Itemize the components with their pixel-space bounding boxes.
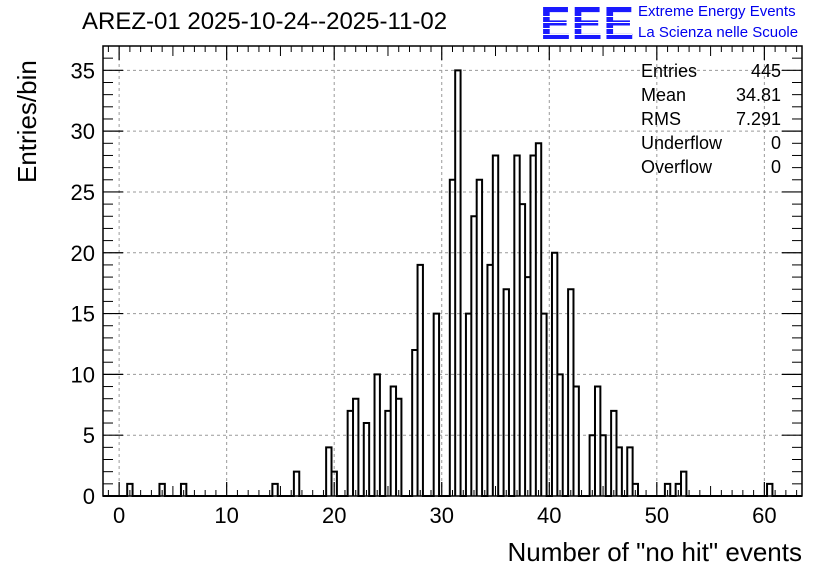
- histogram-bar: [541, 314, 546, 496]
- y-tick-label: 25: [71, 180, 95, 205]
- histogram-bar: [272, 484, 277, 496]
- histogram-bar: [552, 253, 557, 496]
- stat-label: Underflow: [641, 133, 723, 153]
- stat-underflow: Underflow 0: [641, 131, 783, 155]
- brand-line-2: La Scienza nelle Scuole: [638, 24, 799, 41]
- histogram-bar: [573, 387, 578, 496]
- stat-label: Overflow: [641, 157, 713, 177]
- eee-logo: EEE: [540, 0, 636, 49]
- histogram-bar: [418, 265, 423, 496]
- y-tick-label: 35: [71, 58, 95, 83]
- stats-box: Entries 445 Mean 34.81 RMS 7.291 Underfl…: [641, 59, 783, 179]
- histogram-bar: [767, 484, 772, 496]
- stat-mean: Mean 34.81: [641, 83, 783, 107]
- histogram-bar: [326, 447, 331, 496]
- histogram-bar: [504, 289, 509, 496]
- stat-rms: RMS 7.291: [641, 107, 783, 131]
- x-tick-label: 10: [214, 503, 238, 528]
- x-tick-label: 60: [752, 503, 776, 528]
- histogram-bar: [493, 155, 498, 496]
- histogram-bar: [477, 180, 482, 496]
- histogram-bar: [396, 399, 401, 496]
- histogram-bar: [434, 314, 439, 496]
- y-tick-label: 30: [71, 119, 95, 144]
- histogram-bar: [455, 70, 460, 496]
- stat-entries: Entries 445: [641, 59, 783, 83]
- stat-value: 7.291: [735, 109, 781, 129]
- histogram-bar: [595, 387, 600, 496]
- y-tick-label: 15: [71, 302, 95, 327]
- histogram-bar: [681, 472, 686, 496]
- histogram-bar: [557, 374, 562, 496]
- histogram-bar: [514, 155, 519, 496]
- x-tick-label: 0: [113, 503, 125, 528]
- stat-label: Entries: [641, 61, 698, 81]
- histogram-bar: [348, 411, 353, 496]
- y-tick-label: 0: [83, 484, 95, 509]
- histogram-bar: [412, 350, 417, 496]
- chart-title: AREZ-01 2025-10-24--2025-11-02: [82, 8, 448, 35]
- histogram-bar: [364, 423, 369, 496]
- histogram-bar: [525, 277, 530, 496]
- brand-line-1: Extreme Energy Events: [638, 3, 796, 20]
- stat-value: 34.81: [735, 85, 781, 105]
- histogram-bar: [391, 387, 396, 496]
- histogram-bar: [568, 289, 573, 496]
- histogram-bar: [471, 216, 476, 496]
- stat-label: Mean: [641, 85, 687, 105]
- histogram-bar: [530, 155, 535, 496]
- histogram-bar: [385, 411, 390, 496]
- x-axis-label: Number of "no hit" events: [507, 537, 803, 567]
- histogram-bar: [536, 143, 541, 496]
- histogram-bar: [590, 435, 595, 496]
- y-tick-label: 20: [71, 241, 95, 266]
- plot-area: [103, 46, 802, 496]
- eee-logo-letters: EEE: [540, 0, 636, 49]
- stat-value: 445: [750, 61, 781, 81]
- histogram-bar: [611, 411, 616, 496]
- histogram-bar: [627, 447, 632, 496]
- histogram-bar: [520, 204, 525, 496]
- stat-overflow: Overflow 0: [641, 155, 783, 179]
- stat-value: 0: [770, 133, 781, 153]
- y-tick-label: 5: [83, 423, 95, 448]
- histogram-bar: [466, 314, 471, 496]
- x-tick-label: 40: [537, 503, 561, 528]
- histogram-bar: [616, 447, 621, 496]
- x-tick-label: 30: [430, 503, 454, 528]
- histogram-bar: [375, 374, 380, 496]
- x-tick-label: 20: [322, 503, 346, 528]
- histogram-bar: [353, 399, 358, 496]
- histogram-bar: [487, 265, 492, 496]
- stat-label: RMS: [641, 109, 681, 129]
- histogram-bar: [450, 180, 455, 496]
- y-tick-label: 10: [71, 362, 95, 387]
- x-tick-label: 50: [645, 503, 669, 528]
- histogram-bar: [294, 472, 299, 496]
- stat-value: 0: [770, 157, 781, 177]
